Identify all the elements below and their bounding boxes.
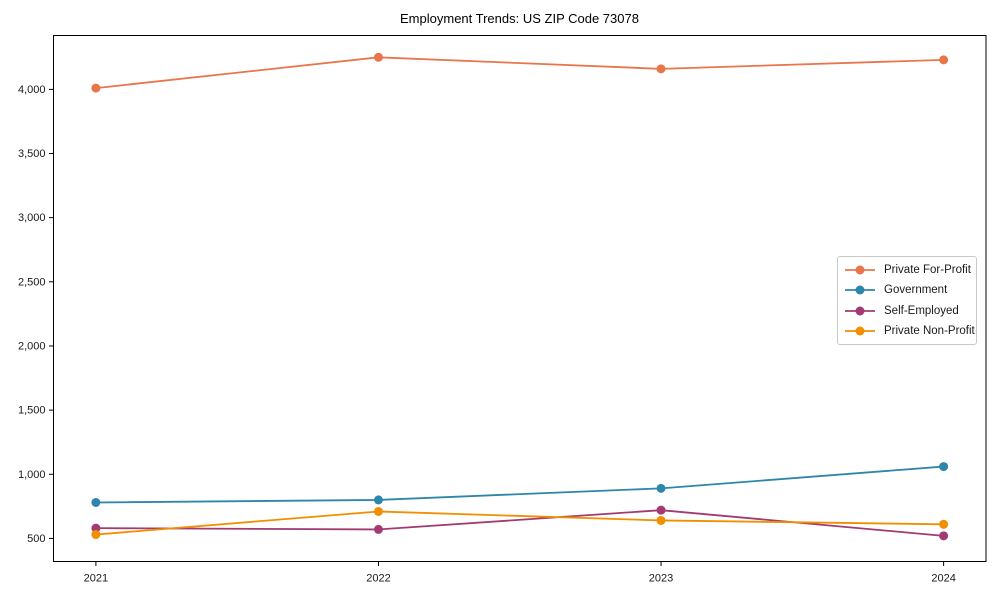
legend-label: Private For-Profit — [884, 264, 971, 277]
legend-line-marker-icon — [845, 285, 875, 295]
legend-item: Private For-Profit — [844, 260, 976, 280]
y-tick-label: 2,500 — [18, 276, 46, 288]
y-tick-label: 1,500 — [18, 405, 46, 417]
y-tick-label: 1,000 — [18, 469, 46, 481]
data-point-marker — [656, 515, 666, 525]
data-point-marker — [373, 506, 383, 516]
y-tick-label: 4,000 — [18, 84, 46, 96]
y-tick-label: 3,000 — [18, 212, 46, 224]
legend-item: Government — [844, 280, 976, 300]
legend-item: Self-Employed — [844, 301, 976, 321]
chart-title: Employment Trends: US ZIP Code 73078 — [400, 11, 639, 26]
series-line — [94, 465, 945, 504]
data-point-marker — [91, 530, 101, 540]
data-point-marker — [373, 495, 383, 505]
legend-item: Private Non-Profit — [844, 321, 976, 341]
series-line — [94, 56, 945, 89]
legend: Private For-Profit Government Self-Employe… — [837, 256, 977, 345]
legend-line-marker-icon — [845, 306, 875, 316]
data-point-marker — [939, 519, 949, 529]
data-point-marker — [939, 531, 949, 541]
data-point-marker — [373, 52, 383, 62]
legend-label: Government — [884, 284, 948, 297]
data-point-marker — [656, 64, 666, 74]
data-point-marker — [91, 83, 101, 93]
series-line — [94, 510, 945, 536]
legend-label: Private Non-Profit — [884, 324, 975, 337]
x-tick-label: 2023 — [649, 573, 673, 585]
data-point-marker — [939, 55, 949, 65]
data-point-marker — [373, 524, 383, 534]
data-point-marker — [939, 462, 949, 472]
data-point-marker — [91, 497, 101, 507]
x-tick-label: 2024 — [931, 573, 955, 585]
legend-label: Self-Employed — [884, 304, 959, 317]
data-point-marker — [91, 523, 101, 533]
data-point-marker — [656, 505, 666, 515]
legend-line-marker-icon — [845, 265, 875, 275]
x-tick-label: 2021 — [84, 573, 108, 585]
y-tick-label: 500 — [27, 533, 45, 545]
data-point-marker — [656, 483, 666, 493]
y-tick-label: 3,500 — [18, 148, 46, 160]
x-tick-label: 2022 — [366, 573, 390, 585]
legend-line-marker-icon — [845, 326, 875, 336]
y-tick-label: 2,000 — [18, 340, 46, 352]
plot-frame — [53, 35, 987, 562]
